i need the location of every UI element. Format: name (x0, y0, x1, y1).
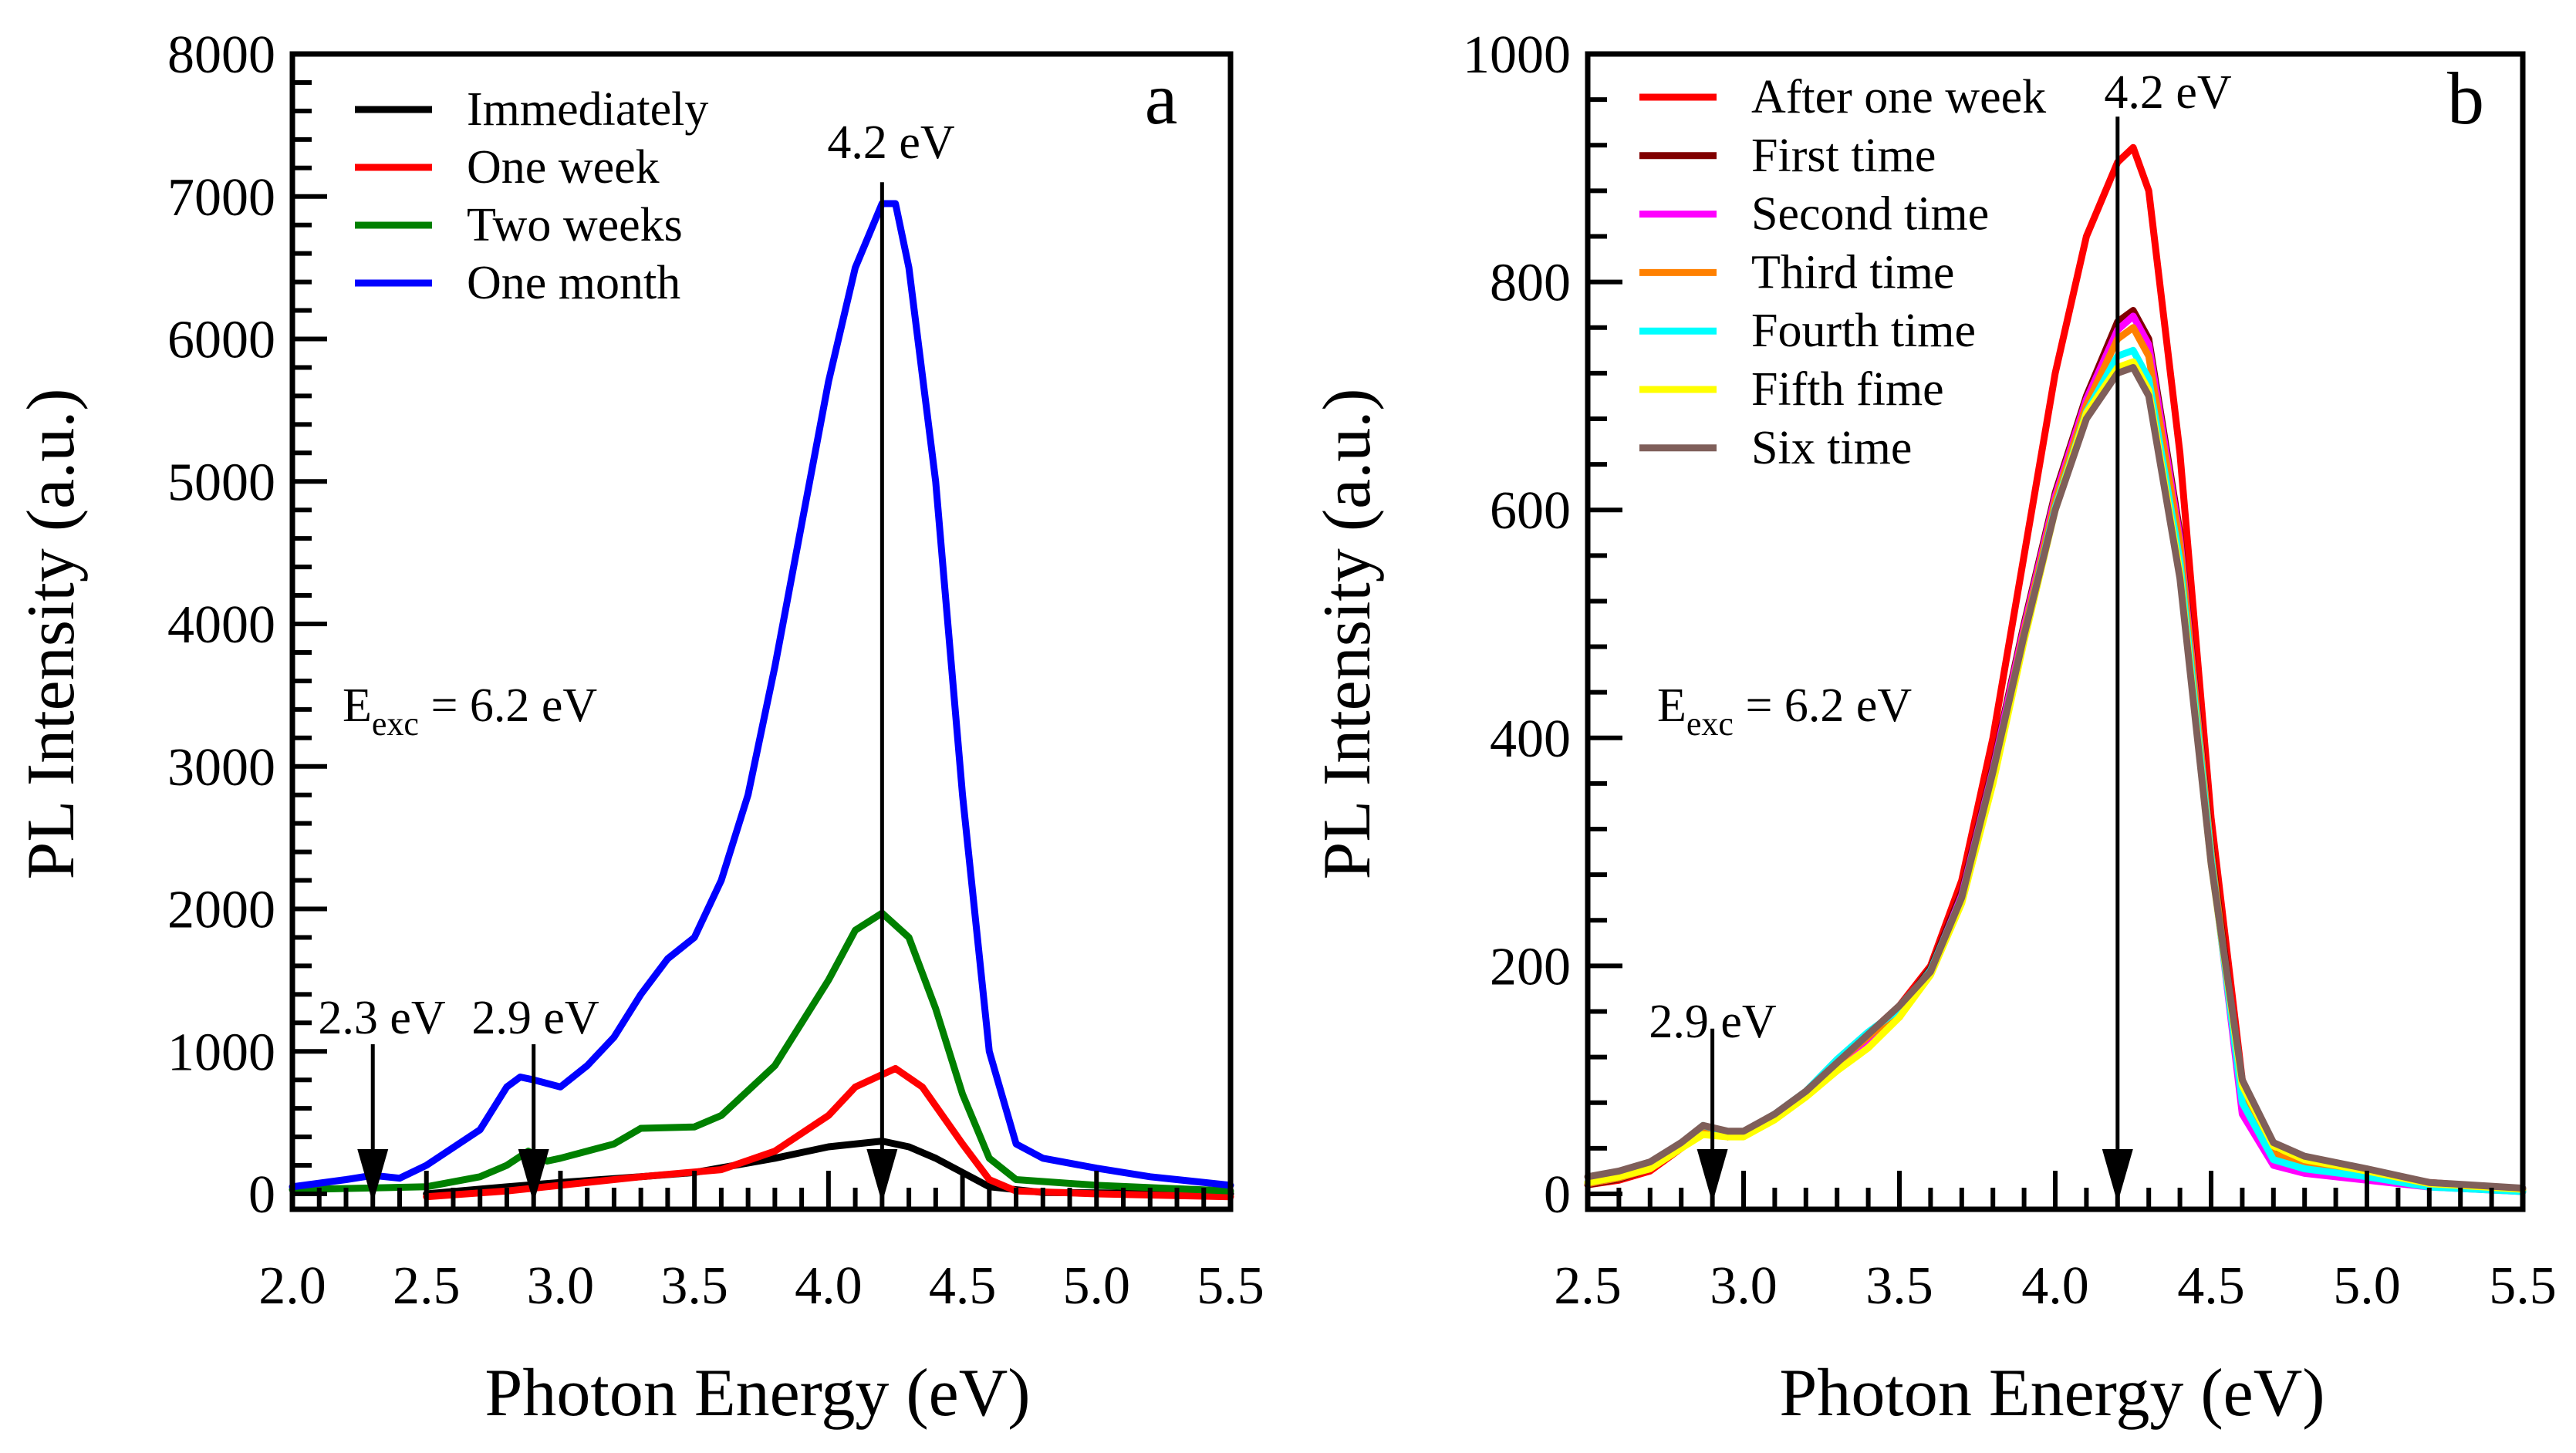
x-tick-label: 4.5 (2177, 1256, 2245, 1316)
y-tick-label: 200 (1490, 937, 1571, 996)
eexc-main: E (1657, 679, 1686, 732)
y-tick-label: 600 (1490, 481, 1571, 541)
panel-label: a (1145, 57, 1178, 140)
excitation-energy-annotation: Eexc = 6.2 eV (1657, 679, 1912, 743)
y-tick-label: 5000 (167, 453, 275, 512)
legend-label: Two weeks (467, 199, 683, 251)
series-line-one-week (423, 1064, 1234, 1201)
x-tick-label: 5.5 (2489, 1256, 2557, 1316)
x-tick-label: 3.5 (660, 1256, 728, 1316)
peak-arrow-head (1697, 1149, 1728, 1203)
y-tick-label: 0 (248, 1165, 275, 1225)
x-tick-label: 2.5 (393, 1256, 461, 1316)
y-axis-title: PL Intensity (a.u.) (1310, 388, 1385, 879)
excitation-energy-annotation: Eexc = 6.2 eV (343, 679, 597, 743)
legend-label: After one week (1751, 71, 2046, 123)
legend-label: Fifth fime (1751, 363, 1944, 416)
legend-label: Fourth time (1751, 305, 1976, 357)
peak-label: 4.2 eV (2104, 66, 2232, 119)
x-tick-label: 3.0 (1710, 1256, 1778, 1316)
y-axis-title: PL Intensity (a.u.) (14, 388, 89, 879)
legend-label: Third time (1751, 246, 1954, 298)
panel-b-chart: 0 200 400 600 800 1000 2.5 3.0 3.5 4.0 4.5 5.0 5.5 Ph… (1310, 25, 2557, 1431)
x-tick-label: 3.0 (527, 1256, 595, 1316)
y-tick-label: 6000 (167, 311, 275, 370)
y-tick-label: 400 (1490, 710, 1571, 769)
peak-arrow-head (357, 1149, 389, 1203)
series-line-first-time (1584, 307, 2527, 1193)
legend-label: One week (467, 141, 660, 194)
peak-label: 2.9 eV (471, 992, 599, 1044)
eexc-subscript: exc (372, 705, 419, 743)
x-tick-label: 4.0 (2021, 1256, 2089, 1316)
y-tick-label: 1000 (1463, 25, 1571, 85)
x-axis-title: Photon Energy (eV) (484, 1356, 1030, 1431)
peak-label: 2.9 eV (1649, 996, 1777, 1048)
series-line-six-time (1584, 364, 2527, 1192)
x-axis-title: Photon Energy (eV) (1779, 1356, 2324, 1431)
x-tick-label: 3.5 (1865, 1256, 1933, 1316)
eexc-main: E (343, 679, 372, 732)
x-tick-label: 4.5 (929, 1256, 997, 1316)
series-line-fourth-time (1584, 346, 2527, 1195)
y-tick-label: 8000 (167, 25, 275, 85)
x-tick-label: 5.5 (1197, 1256, 1264, 1316)
legend-label: One month (467, 257, 680, 309)
peak-label: 2.3 eV (318, 992, 446, 1044)
y-tick-label: 0 (1544, 1165, 1571, 1225)
y-tick-label: 4000 (167, 595, 275, 655)
y-tick-label: 2000 (167, 881, 275, 940)
y-tick-label: 1000 (167, 1023, 275, 1082)
eexc-rest: = 6.2 eV (419, 679, 597, 732)
series-line-third-time (1584, 324, 2527, 1195)
eexc-subscript: exc (1686, 705, 1734, 743)
legend-label: Second time (1751, 188, 1989, 241)
peak-arrow-head (866, 1149, 898, 1203)
eexc-rest: = 6.2 eV (1734, 679, 1912, 732)
peak-arrow-head (2102, 1149, 2133, 1203)
series-line-two-weeks (289, 909, 1234, 1195)
legend-label: Six time (1751, 422, 1912, 474)
peak-label: 4.2 eV (827, 116, 955, 169)
x-tick-label: 4.0 (795, 1256, 863, 1316)
legend-label: First time (1751, 130, 1936, 182)
y-tick-label: 3000 (167, 738, 275, 797)
series-line-one-month (289, 200, 1234, 1191)
axes-frame (289, 51, 1234, 1212)
x-tick-label: 2.5 (1554, 1256, 1622, 1316)
peak-arrow-head (518, 1149, 549, 1203)
legend-label: Immediately (467, 83, 708, 136)
panel-a-chart: 0 1000 2000 3000 4000 5000 6000 7000 8000 2.0 2.5 3… (14, 25, 1264, 1431)
x-tick-label: 2.0 (258, 1256, 326, 1316)
panel-label: b (2447, 57, 2484, 140)
x-tick-label: 5.0 (1063, 1256, 1131, 1316)
series-line-second-time (1584, 312, 2527, 1195)
y-tick-label: 7000 (167, 168, 275, 228)
y-tick-label: 800 (1490, 254, 1571, 313)
x-tick-label: 5.0 (2333, 1256, 2401, 1316)
